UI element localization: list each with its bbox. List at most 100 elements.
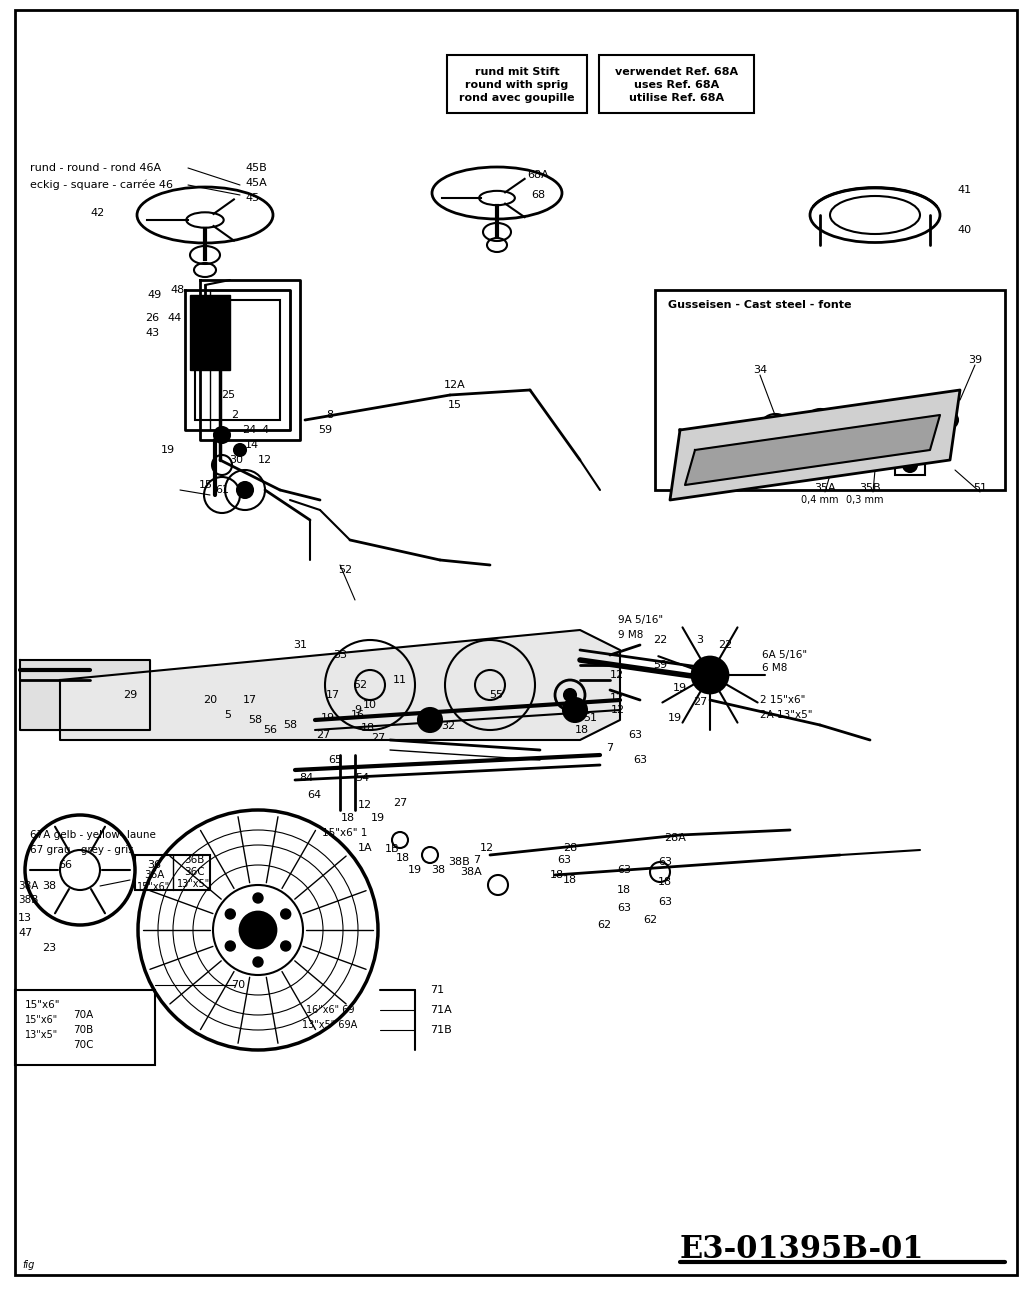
Text: 84: 84 xyxy=(299,773,313,784)
Text: rund - round - rond 46A: rund - round - rond 46A xyxy=(30,163,161,173)
Text: 71A: 71A xyxy=(430,1004,452,1015)
Text: 56: 56 xyxy=(263,726,277,735)
Text: 68A: 68A xyxy=(527,170,549,179)
Circle shape xyxy=(692,657,728,693)
Text: eckig - square - carrée 46: eckig - square - carrée 46 xyxy=(30,179,173,190)
Text: 62: 62 xyxy=(643,915,657,924)
Circle shape xyxy=(237,482,253,498)
Text: 40: 40 xyxy=(958,225,972,235)
Text: 38A: 38A xyxy=(18,880,38,891)
Text: 9: 9 xyxy=(354,705,361,715)
Text: utilise Ref. 68A: utilise Ref. 68A xyxy=(630,93,724,103)
Text: 15: 15 xyxy=(199,480,213,491)
Text: 51: 51 xyxy=(583,713,596,723)
Text: 10: 10 xyxy=(363,700,377,710)
Text: round with sprig: round with sprig xyxy=(465,80,569,90)
Circle shape xyxy=(214,427,230,443)
Text: 12: 12 xyxy=(480,843,494,853)
Circle shape xyxy=(418,707,442,732)
Text: 45A: 45A xyxy=(245,178,266,188)
Text: 31: 31 xyxy=(293,640,307,649)
Text: 59: 59 xyxy=(653,660,667,670)
Text: Gusseisen - Cast steel - fonte: Gusseisen - Cast steel - fonte xyxy=(668,300,851,310)
Text: 17: 17 xyxy=(326,689,341,700)
Text: 19: 19 xyxy=(673,683,687,693)
Circle shape xyxy=(281,909,291,919)
Text: 71B: 71B xyxy=(430,1025,452,1035)
Text: 13"x5": 13"x5" xyxy=(178,879,211,889)
Text: 5: 5 xyxy=(225,710,231,720)
Text: 28: 28 xyxy=(562,843,577,853)
Text: 68: 68 xyxy=(530,190,545,200)
Text: 22: 22 xyxy=(653,635,667,646)
Polygon shape xyxy=(60,630,620,740)
Text: 59: 59 xyxy=(318,425,332,435)
Text: 1A: 1A xyxy=(358,843,373,853)
Text: 45B: 45B xyxy=(245,163,266,173)
Text: 2: 2 xyxy=(231,411,238,420)
Text: 7: 7 xyxy=(474,855,481,865)
Ellipse shape xyxy=(856,404,884,426)
Text: 18: 18 xyxy=(361,723,375,733)
Text: 19: 19 xyxy=(408,865,422,875)
Text: 27: 27 xyxy=(393,798,408,808)
Ellipse shape xyxy=(901,396,929,420)
Text: 4: 4 xyxy=(261,425,268,435)
Text: 20: 20 xyxy=(203,695,217,705)
Text: 33: 33 xyxy=(333,649,347,660)
Text: 0,4 mm: 0,4 mm xyxy=(801,494,839,505)
Text: 12: 12 xyxy=(358,800,373,809)
Bar xyxy=(135,855,209,889)
Circle shape xyxy=(240,911,276,948)
Text: 44: 44 xyxy=(168,312,182,323)
Text: 63: 63 xyxy=(617,902,631,913)
Text: verwendet Ref. 68A: verwendet Ref. 68A xyxy=(615,67,739,77)
Text: 63: 63 xyxy=(628,729,642,740)
Text: 7: 7 xyxy=(607,744,614,753)
Bar xyxy=(447,56,587,114)
Polygon shape xyxy=(685,414,940,485)
Text: 37: 37 xyxy=(250,932,266,945)
Bar xyxy=(895,454,925,475)
Text: 13"x5" 69A: 13"x5" 69A xyxy=(302,1020,358,1030)
Text: 35B: 35B xyxy=(860,483,881,493)
Circle shape xyxy=(942,412,958,429)
Text: 22: 22 xyxy=(718,640,732,649)
Text: 29: 29 xyxy=(123,689,137,700)
Text: 43: 43 xyxy=(144,328,159,338)
Text: 36B: 36B xyxy=(184,855,204,865)
Text: 18: 18 xyxy=(341,813,355,822)
Text: 23: 23 xyxy=(42,942,56,953)
Text: 15"x6": 15"x6" xyxy=(25,1001,61,1010)
Text: 49: 49 xyxy=(148,290,162,300)
Text: 2A 13"x5": 2A 13"x5" xyxy=(760,710,812,720)
Text: 1B: 1B xyxy=(385,844,399,855)
Text: 48: 48 xyxy=(171,285,185,296)
Text: 16: 16 xyxy=(351,710,365,720)
Circle shape xyxy=(692,447,708,463)
Text: 0,3 mm: 0,3 mm xyxy=(846,494,883,505)
Text: 15: 15 xyxy=(448,400,462,411)
Text: 52: 52 xyxy=(353,680,367,689)
Text: 18: 18 xyxy=(617,886,631,895)
Text: 63: 63 xyxy=(658,897,672,908)
Text: 63: 63 xyxy=(617,865,631,875)
Text: 38: 38 xyxy=(42,880,56,891)
Text: 6 M8: 6 M8 xyxy=(762,664,787,673)
Text: 12A: 12A xyxy=(444,380,465,390)
Text: 19: 19 xyxy=(321,713,335,723)
Circle shape xyxy=(234,444,246,456)
Text: rund mit Stift: rund mit Stift xyxy=(475,67,559,77)
Text: 38A: 38A xyxy=(460,868,482,877)
Text: 41: 41 xyxy=(958,185,972,195)
Text: 71: 71 xyxy=(430,985,444,995)
Text: 6A 5/16": 6A 5/16" xyxy=(762,649,807,660)
Text: 13: 13 xyxy=(18,913,32,923)
Text: 19: 19 xyxy=(370,813,385,822)
Text: 15"x6" 1: 15"x6" 1 xyxy=(322,828,367,838)
Text: 9A 5/16": 9A 5/16" xyxy=(618,615,664,625)
Text: 27: 27 xyxy=(316,729,330,740)
Circle shape xyxy=(565,689,576,701)
Text: uses Ref. 68A: uses Ref. 68A xyxy=(635,80,719,90)
Ellipse shape xyxy=(716,423,744,445)
